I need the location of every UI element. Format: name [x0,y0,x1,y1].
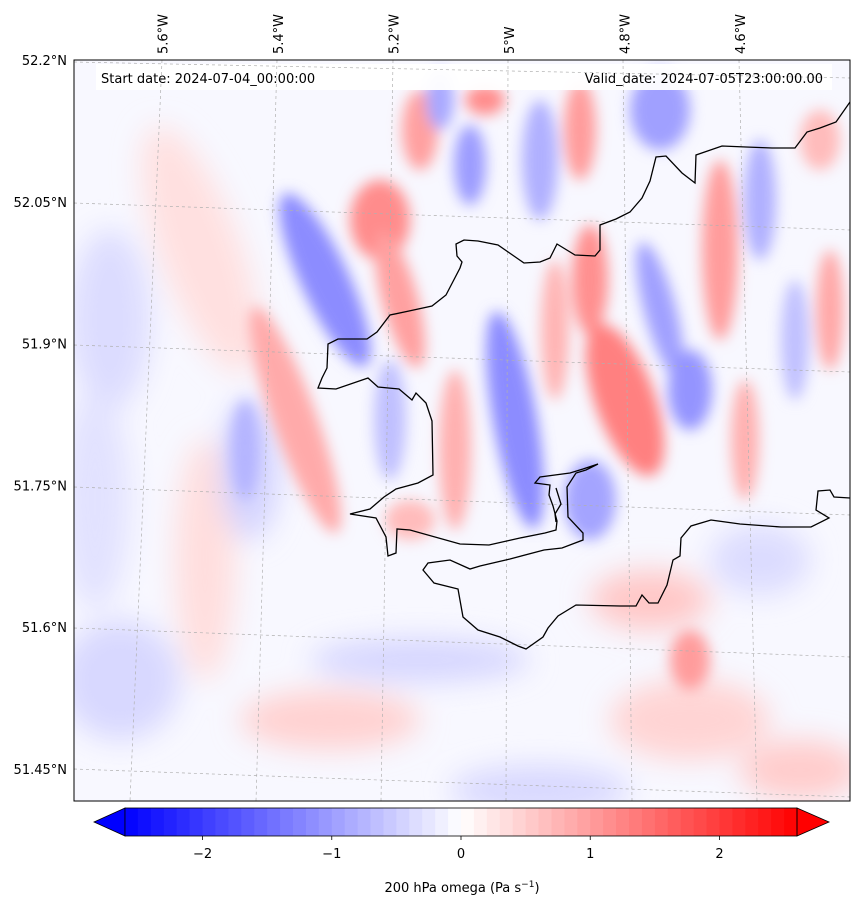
colorbar-extend-low [93,807,126,837]
colorbar-tick-label: 0 [457,847,465,862]
colorbar-label: 200 hPa omega (Pa s−1) [384,880,539,896]
colorbar-level [693,808,708,836]
colorbar-level [396,808,410,836]
colorbar-level [680,808,695,836]
colorbar-levels [125,808,798,836]
colorbar-level [435,808,449,836]
longitude-label: 5.2°W [388,14,403,54]
colorbar-level [525,808,540,836]
longitude-label: 5.4°W [272,14,287,54]
colorbar-level [603,808,617,836]
colorbar-level [784,808,798,836]
latitude-label: 51.45°N [14,763,67,778]
colorbar-level [667,808,682,836]
colorbar-level [616,808,630,836]
latitude-label: 52.2°N [22,54,67,69]
colorbar-level [202,808,217,836]
colorbar-level [293,808,307,836]
colorbar-level [150,808,165,836]
latitude-label: 51.9°N [22,338,67,353]
map-panel: Start date: 2024-07-04_00:00:00 Valid_da… [14,14,851,802]
longitude-label: 4.6°W [734,14,749,54]
coastline [317,101,850,650]
colorbar-level [590,808,604,836]
colorbar-level [305,808,320,836]
colorbar-level [215,808,229,836]
longitude-label: 5°W [503,26,518,54]
colorbar-level [706,808,721,836]
colorbar-tick-label: −2 [193,847,212,862]
colorbar-level [176,808,191,836]
colorbar-level [629,808,643,836]
colorbar-level [512,808,527,836]
latitude-label: 51.6°N [22,621,67,636]
colorbar-level [254,808,268,836]
colorbar-level [473,808,488,836]
colorbar-level [163,808,178,836]
colorbar-level [758,808,772,836]
colorbar-level [422,808,436,836]
colorbar-ticks: −2 −1 0 1 2 [193,836,724,862]
colorbar-level [189,808,204,836]
colorbar-level [745,808,759,836]
colorbar-level [577,808,591,836]
colorbar-level [771,808,785,836]
map-frame [73,59,851,802]
longitude-labels: 5.6°W 5.4°W 5.2°W 5°W 4.8°W 4.6°W [157,14,750,54]
colorbar-level [357,808,372,836]
colorbar-level [486,808,501,836]
colorbar-level [344,808,359,836]
colorbar-level [370,808,385,836]
colorbar-tick-label: 1 [586,847,594,862]
colorbar-level [538,808,553,836]
colorbar-level [448,808,462,836]
colorbar-level [125,808,139,836]
colorbar-level [641,808,656,836]
colorbar-level [654,808,669,836]
colorbar-level [461,808,475,836]
longitude-label: 4.8°W [619,14,634,54]
colorbar-level [228,808,242,836]
colorbar-level [499,808,514,836]
colorbar-level [383,808,397,836]
colorbar-level [137,808,152,836]
colorbar-extend-high [796,807,830,837]
colorbar-level [564,808,578,836]
start-date-label: Start date: 2024-07-04_00:00:00 [101,72,315,87]
longitude-label: 5.6°W [157,14,172,54]
colorbar-level [409,808,423,836]
colorbar: −2 −1 0 1 2 200 hPa omega (Pa s−1) [93,807,830,896]
valid-date-label: Valid_date: 2024-07-05T23:00:00.00 [585,72,823,87]
latitude-labels: 52.2°N 52.05°N 51.9°N 51.75°N 51.6°N 51.45°N [14,54,67,778]
latitude-label: 51.75°N [14,479,67,494]
latitude-label: 52.05°N [14,196,67,211]
colorbar-level [241,808,255,836]
omega-field [74,60,850,801]
colorbar-level [280,808,294,836]
colorbar-level [719,808,733,836]
graticule [74,60,850,801]
colorbar-tick-label: −1 [322,847,341,862]
colorbar-tick-label: 2 [715,847,723,862]
colorbar-level [551,808,565,836]
colorbar-level [732,808,746,836]
colorbar-level [267,808,281,836]
colorbar-level [331,808,346,836]
colorbar-level [318,808,333,836]
